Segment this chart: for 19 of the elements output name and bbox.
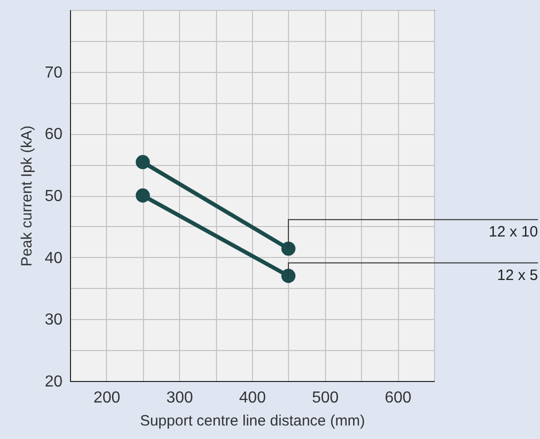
text: 12 x 5 (497, 266, 538, 284)
point (281, 268, 296, 283)
point (281, 242, 296, 256)
y-axis-title: Peak current Ipk (kA) (18, 126, 36, 266)
x-tick-label: 600 (384, 390, 412, 406)
y-tick-label: 40 (44, 250, 63, 267)
y-tick-label: 70 (44, 64, 63, 82)
y-tick-label: 20 (44, 374, 63, 390)
text: 12 x 10 (488, 224, 538, 241)
x-tick-label: 200 (94, 390, 120, 406)
x-tick-label: 400 (239, 390, 266, 406)
y-tick-label: 50 (44, 188, 63, 205)
y-tick-label: 30 (44, 312, 63, 329)
point (136, 188, 150, 203)
x-axis-title: Support centre line distance (mm) (140, 412, 366, 430)
point (136, 155, 150, 170)
y-tick-label: 60 (44, 126, 63, 144)
x-tick-label: 300 (166, 390, 194, 406)
x-tick-label: 500 (312, 390, 339, 406)
